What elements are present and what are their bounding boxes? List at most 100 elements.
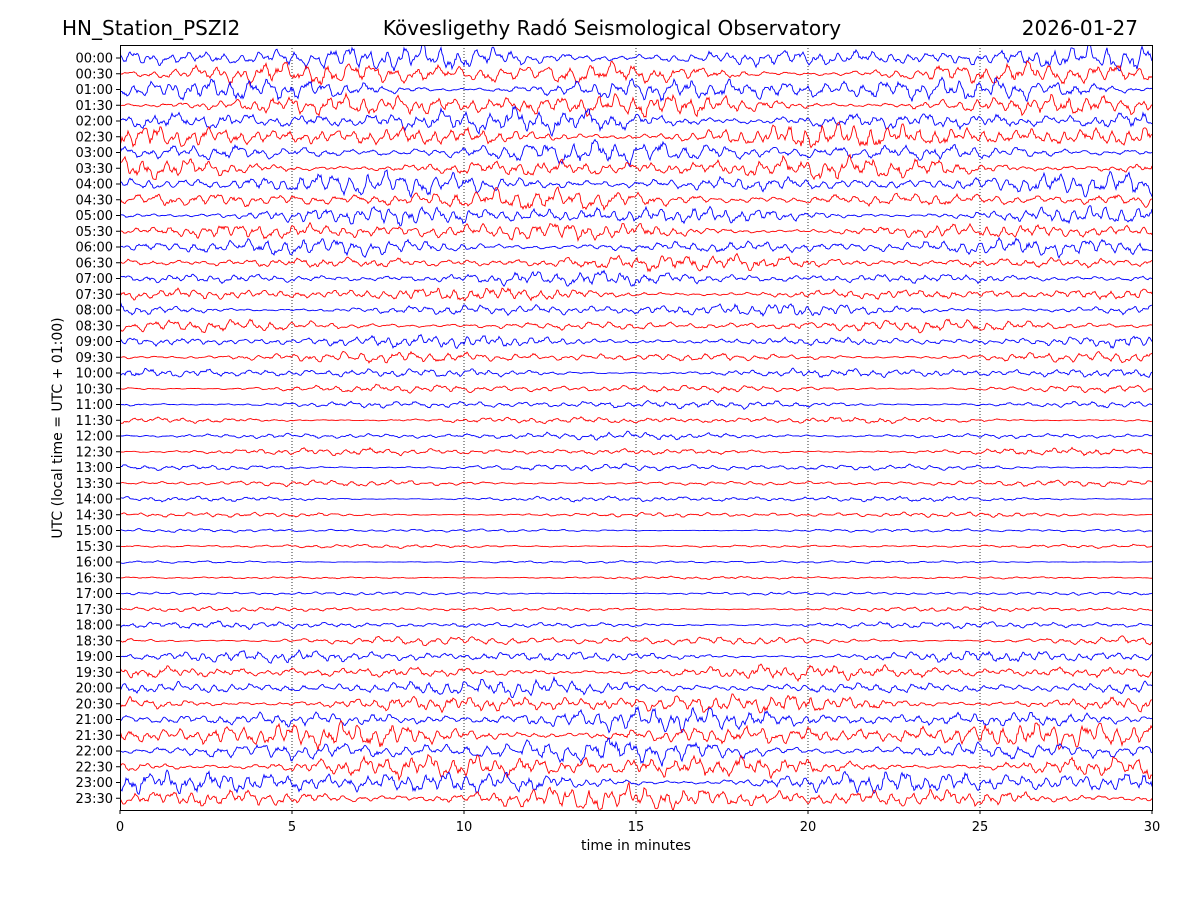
y-tick-label: 23:30	[76, 792, 113, 807]
trace-row-1300	[120, 462, 1152, 472]
y-tick-label: 08:00	[76, 304, 113, 319]
trace-row-0630	[120, 252, 1152, 273]
y-tick-label: 20:30	[76, 697, 113, 712]
trace-row-1800	[120, 619, 1152, 631]
y-tick-label: 12:00	[76, 430, 113, 445]
trace-row-2130	[120, 719, 1152, 751]
y-tick-label: 04:00	[76, 178, 113, 193]
y-tick-label: 09:00	[76, 335, 113, 350]
y-tick-label: 20:00	[76, 682, 113, 697]
x-tick-label: 5	[288, 820, 296, 835]
trace-row-0100	[120, 76, 1152, 103]
trace-row-2100	[120, 705, 1152, 734]
trace-row-2230	[120, 753, 1152, 782]
y-tick-label: 13:30	[76, 477, 113, 492]
y-tick-label: 07:30	[76, 288, 113, 303]
trace-row-0530	[120, 221, 1152, 243]
trace-row-2200	[120, 737, 1152, 767]
y-tick-label: 04:30	[76, 193, 113, 208]
y-tick-label: 14:30	[76, 508, 113, 523]
y-tick-label: 17:00	[76, 587, 113, 602]
y-tick-label: 13:00	[76, 461, 113, 476]
y-tick-label: 15:30	[76, 540, 113, 555]
trace-row-2000	[120, 675, 1152, 698]
trace-row-0830	[120, 318, 1152, 334]
y-tick-label: 12:30	[76, 445, 113, 460]
trace-row-0600	[120, 236, 1152, 260]
trace-row-1430	[120, 511, 1152, 518]
y-tick-label: 14:00	[76, 493, 113, 508]
x-tick-label: 30	[1144, 820, 1161, 835]
trace-row-1630	[120, 575, 1152, 580]
trace-row-1830	[120, 635, 1152, 647]
trace-row-1530	[120, 543, 1152, 549]
trace-row-1000	[120, 367, 1152, 379]
trace-row-0230	[120, 121, 1152, 149]
trace-row-1500	[120, 528, 1152, 533]
trace-row-0430	[120, 186, 1152, 212]
y-tick-label: 10:30	[76, 382, 113, 397]
y-tick-label: 21:30	[76, 729, 113, 744]
y-tick-label: 21:00	[76, 713, 113, 728]
station-title: HN_Station_PSZI2	[62, 16, 240, 40]
x-tick-label: 25	[972, 820, 989, 835]
y-tick-label: 22:00	[76, 745, 113, 760]
y-tick-label: 11:00	[76, 398, 113, 413]
x-tick-label: 10	[456, 820, 473, 835]
trace-row-1700	[120, 591, 1152, 596]
y-tick-label: 22:30	[76, 760, 113, 775]
y-tick-label: 23:00	[76, 776, 113, 791]
trace-row-0130	[120, 92, 1152, 118]
y-tick-label: 19:30	[76, 666, 113, 681]
y-tick-label: 01:30	[76, 99, 113, 114]
y-tick-label: 02:30	[76, 130, 113, 145]
trace-row-1030	[120, 383, 1152, 394]
y-tick-label: 18:30	[76, 634, 113, 649]
date-title: 2026-01-27	[1022, 16, 1138, 40]
y-tick-label: 11:30	[76, 414, 113, 429]
x-tick-label: 20	[800, 820, 817, 835]
trace-row-0030	[120, 60, 1152, 87]
y-tick-label: 09:30	[76, 351, 113, 366]
y-tick-label: 06:00	[76, 241, 113, 256]
trace-row-1730	[120, 605, 1152, 613]
y-tick-label: 08:30	[76, 319, 113, 334]
y-tick-label: 10:00	[76, 367, 113, 382]
y-tick-label: 16:30	[76, 571, 113, 586]
trace-row-0330	[120, 153, 1152, 181]
trace-row-0500	[120, 205, 1152, 227]
trace-row-2030	[120, 693, 1152, 714]
x-tick-label: 15	[628, 820, 645, 835]
y-tick-label: 01:00	[76, 83, 113, 98]
y-tick-label: 05:00	[76, 209, 113, 224]
y-tick-label: 06:30	[76, 256, 113, 271]
trace-row-1600	[120, 560, 1152, 564]
y-tick-label: 19:00	[76, 650, 113, 665]
trace-row-0400	[120, 169, 1152, 199]
trace-row-0900	[120, 333, 1152, 350]
trace-group	[120, 45, 1152, 810]
trace-row-1330	[120, 479, 1152, 488]
y-tick-label: 07:00	[76, 272, 113, 287]
trace-row-2330	[120, 781, 1152, 810]
trace-row-0000	[120, 45, 1152, 72]
observatory-title: Kövesligethy Radó Seismological Observat…	[383, 16, 841, 40]
trace-row-1130	[120, 416, 1152, 425]
x-tick-label: 0	[116, 820, 124, 835]
y-tick-label: 02:00	[76, 115, 113, 130]
trace-row-1900	[120, 649, 1152, 664]
trace-row-2300	[120, 769, 1152, 795]
x-axis: 0 5 10 15 20 25 30	[116, 810, 1160, 835]
trace-row-1200	[120, 430, 1152, 441]
x-axis-label: time in minutes	[581, 838, 691, 854]
trace-row-0200	[120, 105, 1152, 138]
y-tick-label: 17:30	[76, 603, 113, 618]
y-axis: 00:0000:3001:0001:3002:0002:3003:0003:30…	[76, 52, 120, 807]
y-tick-label: 03:30	[76, 162, 113, 177]
y-tick-label: 03:00	[76, 146, 113, 161]
trace-row-1400	[120, 495, 1152, 503]
y-tick-label: 18:00	[76, 619, 113, 634]
y-tick-label: 05:30	[76, 225, 113, 240]
